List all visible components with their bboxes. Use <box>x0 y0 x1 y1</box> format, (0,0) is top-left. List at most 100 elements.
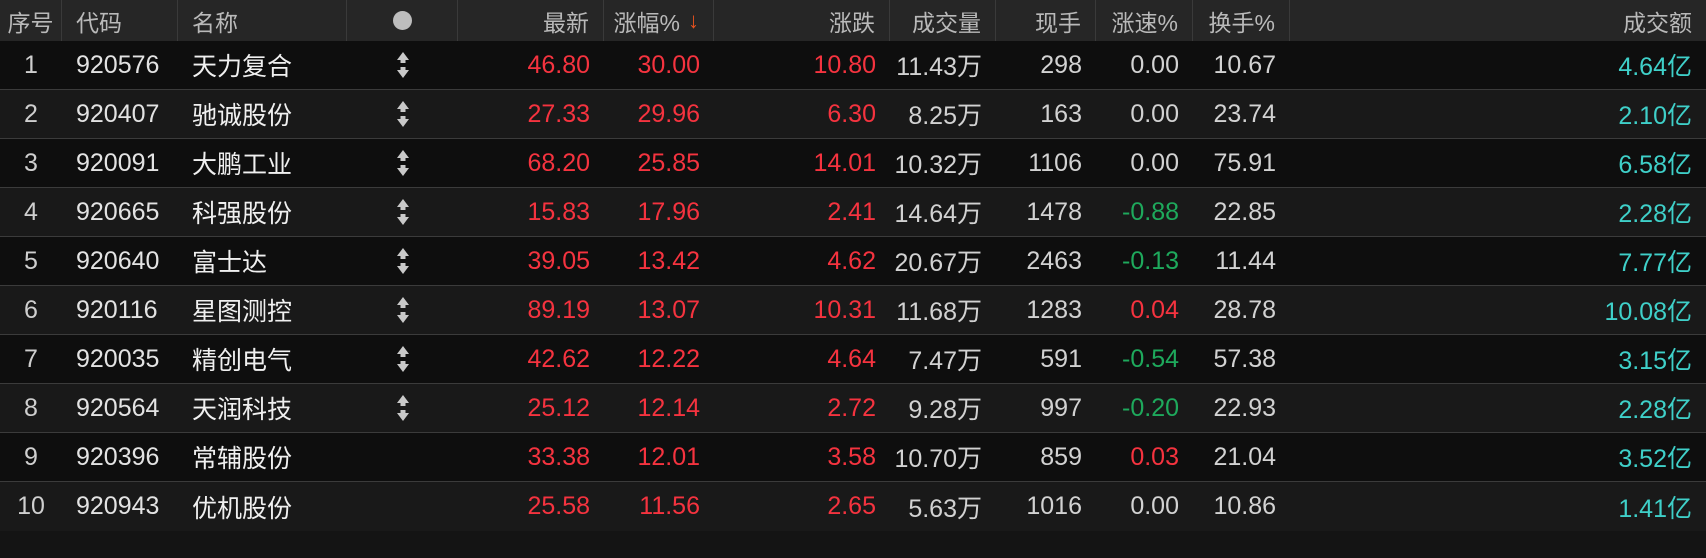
cell-last-price: 46.80 <box>527 50 590 79</box>
cell-turnover: 4.64亿 <box>1618 53 1692 81</box>
cell-current-volume: 859 <box>1040 442 1082 471</box>
cell-speed-pct: 0.00 <box>1130 50 1179 79</box>
cell-code: 920035 <box>76 344 160 373</box>
cell-speed-pct: -0.88 <box>1122 197 1179 226</box>
column-header-index[interactable]: 序号 <box>0 0 62 41</box>
up-down-arrow-icon[interactable] <box>396 199 410 225</box>
cell-code: 920665 <box>76 197 160 226</box>
column-header-label: 现手 <box>1035 9 1081 36</box>
cell-last-price: 39.05 <box>527 246 590 275</box>
up-down-arrow-icon[interactable] <box>396 52 410 78</box>
cell-change-pct: 12.14 <box>637 393 700 422</box>
cell-last-price: 25.12 <box>527 393 590 422</box>
cell-speed-pct: -0.20 <box>1122 393 1179 422</box>
cell-flag <box>347 384 458 432</box>
cell-speed-pct: 0.03 <box>1130 442 1179 471</box>
cell-current-volume: 997 <box>1040 393 1082 422</box>
cell-turnover-pct: 11.44 <box>1215 246 1276 275</box>
filled-circle-icon <box>392 11 412 30</box>
cell-change-pct: 17.96 <box>637 197 700 226</box>
cell-turnover: 2.28亿 <box>1618 396 1692 424</box>
cell-change: 14.01 <box>813 148 876 177</box>
column-header-name[interactable]: 名称 <box>178 0 347 41</box>
cell-index: 10 <box>17 492 45 520</box>
column-header-label: 序号 <box>7 9 54 36</box>
column-header-turnover-pct[interactable]: 换手% <box>1193 0 1290 41</box>
cell-last-price: 27.33 <box>527 99 590 128</box>
up-down-arrow-icon[interactable] <box>396 101 410 127</box>
cell-index: 7 <box>24 344 38 373</box>
column-header-code[interactable]: 代码 <box>62 0 178 41</box>
cell-code: 920116 <box>76 295 158 324</box>
column-header-last-price[interactable]: 最新 <box>458 0 604 41</box>
column-header-flag[interactable] <box>347 0 458 41</box>
table-row[interactable]: 10 920943 优机股份 25.58 11.56 2.65 5.63万 1016 0.00 1… <box>0 482 1706 531</box>
cell-change: 3.58 <box>827 442 876 471</box>
column-header-volume[interactable]: 成交量 <box>890 0 996 41</box>
cell-turnover: 2.28亿 <box>1618 200 1692 228</box>
cell-flag <box>347 433 458 481</box>
cell-turnover-pct: 28.78 <box>1213 295 1276 324</box>
cell-turnover: 3.15亿 <box>1618 347 1692 375</box>
column-header-label: 涨速% <box>1111 9 1178 36</box>
cell-change-pct: 13.07 <box>637 295 700 324</box>
cell-change: 2.65 <box>827 492 876 520</box>
table-row[interactable]: 5 920640 富士达 39.05 13.42 4.62 20.67万 2463 -0.13 1… <box>0 237 1706 286</box>
table-row[interactable]: 4 920665 科强股份 15.83 17.96 2.41 14.64万 1478 -0.88… <box>0 188 1706 237</box>
table-row[interactable]: 7 920035 精创电气 42.62 12.22 4.64 7.47万 591 -0.54 57… <box>0 335 1706 384</box>
column-header-turnover[interactable]: 成交额 <box>1290 0 1706 41</box>
cell-turnover: 2.10亿 <box>1618 102 1692 130</box>
column-header-current-volume[interactable]: 现手 <box>996 0 1096 41</box>
up-down-arrow-icon[interactable] <box>396 395 410 421</box>
cell-code: 920564 <box>76 393 160 422</box>
column-header-change[interactable]: 涨跌 <box>714 0 890 41</box>
cell-volume: 7.47万 <box>908 347 982 375</box>
table-row[interactable]: 2 920407 驰诚股份 27.33 29.96 6.30 8.25万 163 0.00 23.… <box>0 90 1706 139</box>
cell-index: 4 <box>24 197 38 226</box>
table-row[interactable]: 8 920564 天润科技 25.12 12.14 2.72 9.28万 997 -0.20 22… <box>0 384 1706 433</box>
table-row[interactable]: 9 920396 常辅股份 33.38 12.01 3.58 10.70万 859 0.03 21… <box>0 433 1706 482</box>
table-row[interactable]: 6 920116 星图测控 89.19 13.07 10.31 11.68万 1283 0.04… <box>0 286 1706 335</box>
table-row[interactable]: 1 920576 天力复合 46.80 30.00 10.80 11.43万 298 0.00 1… <box>0 41 1706 90</box>
cell-last-price: 25.58 <box>527 492 590 520</box>
cell-change: 4.62 <box>827 246 876 275</box>
sort-down-arrow-icon: ↓ <box>688 7 699 33</box>
column-header-label: 涨跌 <box>829 9 875 36</box>
column-header-change-pct[interactable]: 涨幅% ↓ <box>604 0 714 41</box>
up-down-arrow-icon[interactable] <box>396 150 410 176</box>
cell-flag <box>347 90 458 138</box>
cell-name: 天润科技 <box>192 396 293 424</box>
cell-current-volume: 2463 <box>1026 246 1082 275</box>
cell-name: 精创电气 <box>192 347 293 375</box>
cell-change-pct: 11.56 <box>639 492 700 520</box>
table-row[interactable]: 3 920091 大鹏工业 68.20 25.85 14.01 10.32万 1106 0.00… <box>0 139 1706 188</box>
column-header-label: 代码 <box>76 9 122 36</box>
cell-current-volume: 163 <box>1040 99 1082 128</box>
cell-volume: 5.63万 <box>908 494 982 523</box>
cell-turnover-pct: 75.91 <box>1213 148 1276 177</box>
up-down-arrow-icon[interactable] <box>396 248 410 274</box>
cell-current-volume: 1283 <box>1026 295 1082 324</box>
cell-volume: 20.67万 <box>894 249 982 277</box>
cell-flag <box>347 188 458 236</box>
column-header-label: 成交量 <box>912 9 981 36</box>
up-down-arrow-icon[interactable] <box>396 297 410 323</box>
cell-change: 10.80 <box>813 50 876 79</box>
cell-flag <box>347 483 458 531</box>
cell-last-price: 89.19 <box>527 295 590 324</box>
cell-volume: 14.64万 <box>894 200 982 228</box>
cell-current-volume: 1106 <box>1028 148 1082 177</box>
cell-flag <box>347 286 458 334</box>
cell-code: 920576 <box>76 50 160 79</box>
cell-turnover: 3.52亿 <box>1618 445 1692 473</box>
cell-turnover-pct: 21.04 <box>1213 442 1276 471</box>
cell-last-price: 68.20 <box>527 148 590 177</box>
cell-current-volume: 591 <box>1040 344 1082 373</box>
column-header-speed-pct[interactable]: 涨速% <box>1096 0 1193 41</box>
cell-turnover-pct: 10.67 <box>1213 50 1276 79</box>
cell-index: 6 <box>24 295 38 324</box>
up-down-arrow-icon[interactable] <box>396 346 410 372</box>
cell-turnover: 10.08亿 <box>1604 298 1692 326</box>
cell-index: 8 <box>24 393 38 422</box>
cell-turnover-pct: 22.85 <box>1213 197 1276 226</box>
